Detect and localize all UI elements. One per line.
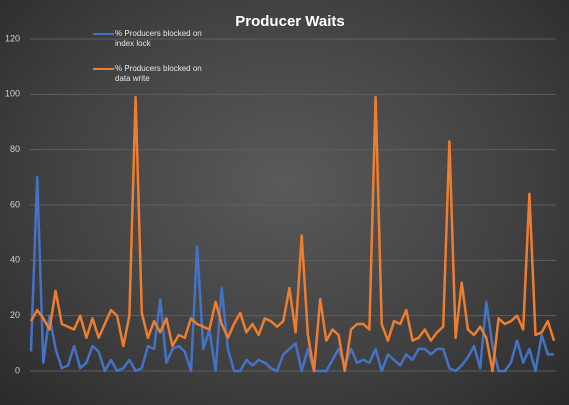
- y-tick-label: 60: [10, 199, 20, 209]
- data-line: [29, 176, 554, 373]
- legend-label: % Producers blocked on data write: [115, 64, 202, 83]
- legend-swatch: [93, 33, 114, 35]
- legend-swatch: [93, 68, 114, 70]
- y-tick-label: 80: [10, 144, 20, 154]
- legend-item: % Producers blocked on data write: [93, 64, 213, 84]
- y-tick-label: 40: [10, 255, 20, 265]
- chart-title: Producer Waits: [235, 13, 344, 30]
- y-tick-label: 20: [10, 310, 20, 320]
- legend-item: % Producers blocked on index lock: [93, 29, 213, 49]
- data-line: [29, 95, 556, 373]
- y-tick-label: 120: [5, 33, 20, 43]
- legend-label: % Producers blocked on index lock: [115, 29, 202, 48]
- y-tick-label: 0: [15, 365, 20, 375]
- y-tick-label: 100: [5, 89, 20, 99]
